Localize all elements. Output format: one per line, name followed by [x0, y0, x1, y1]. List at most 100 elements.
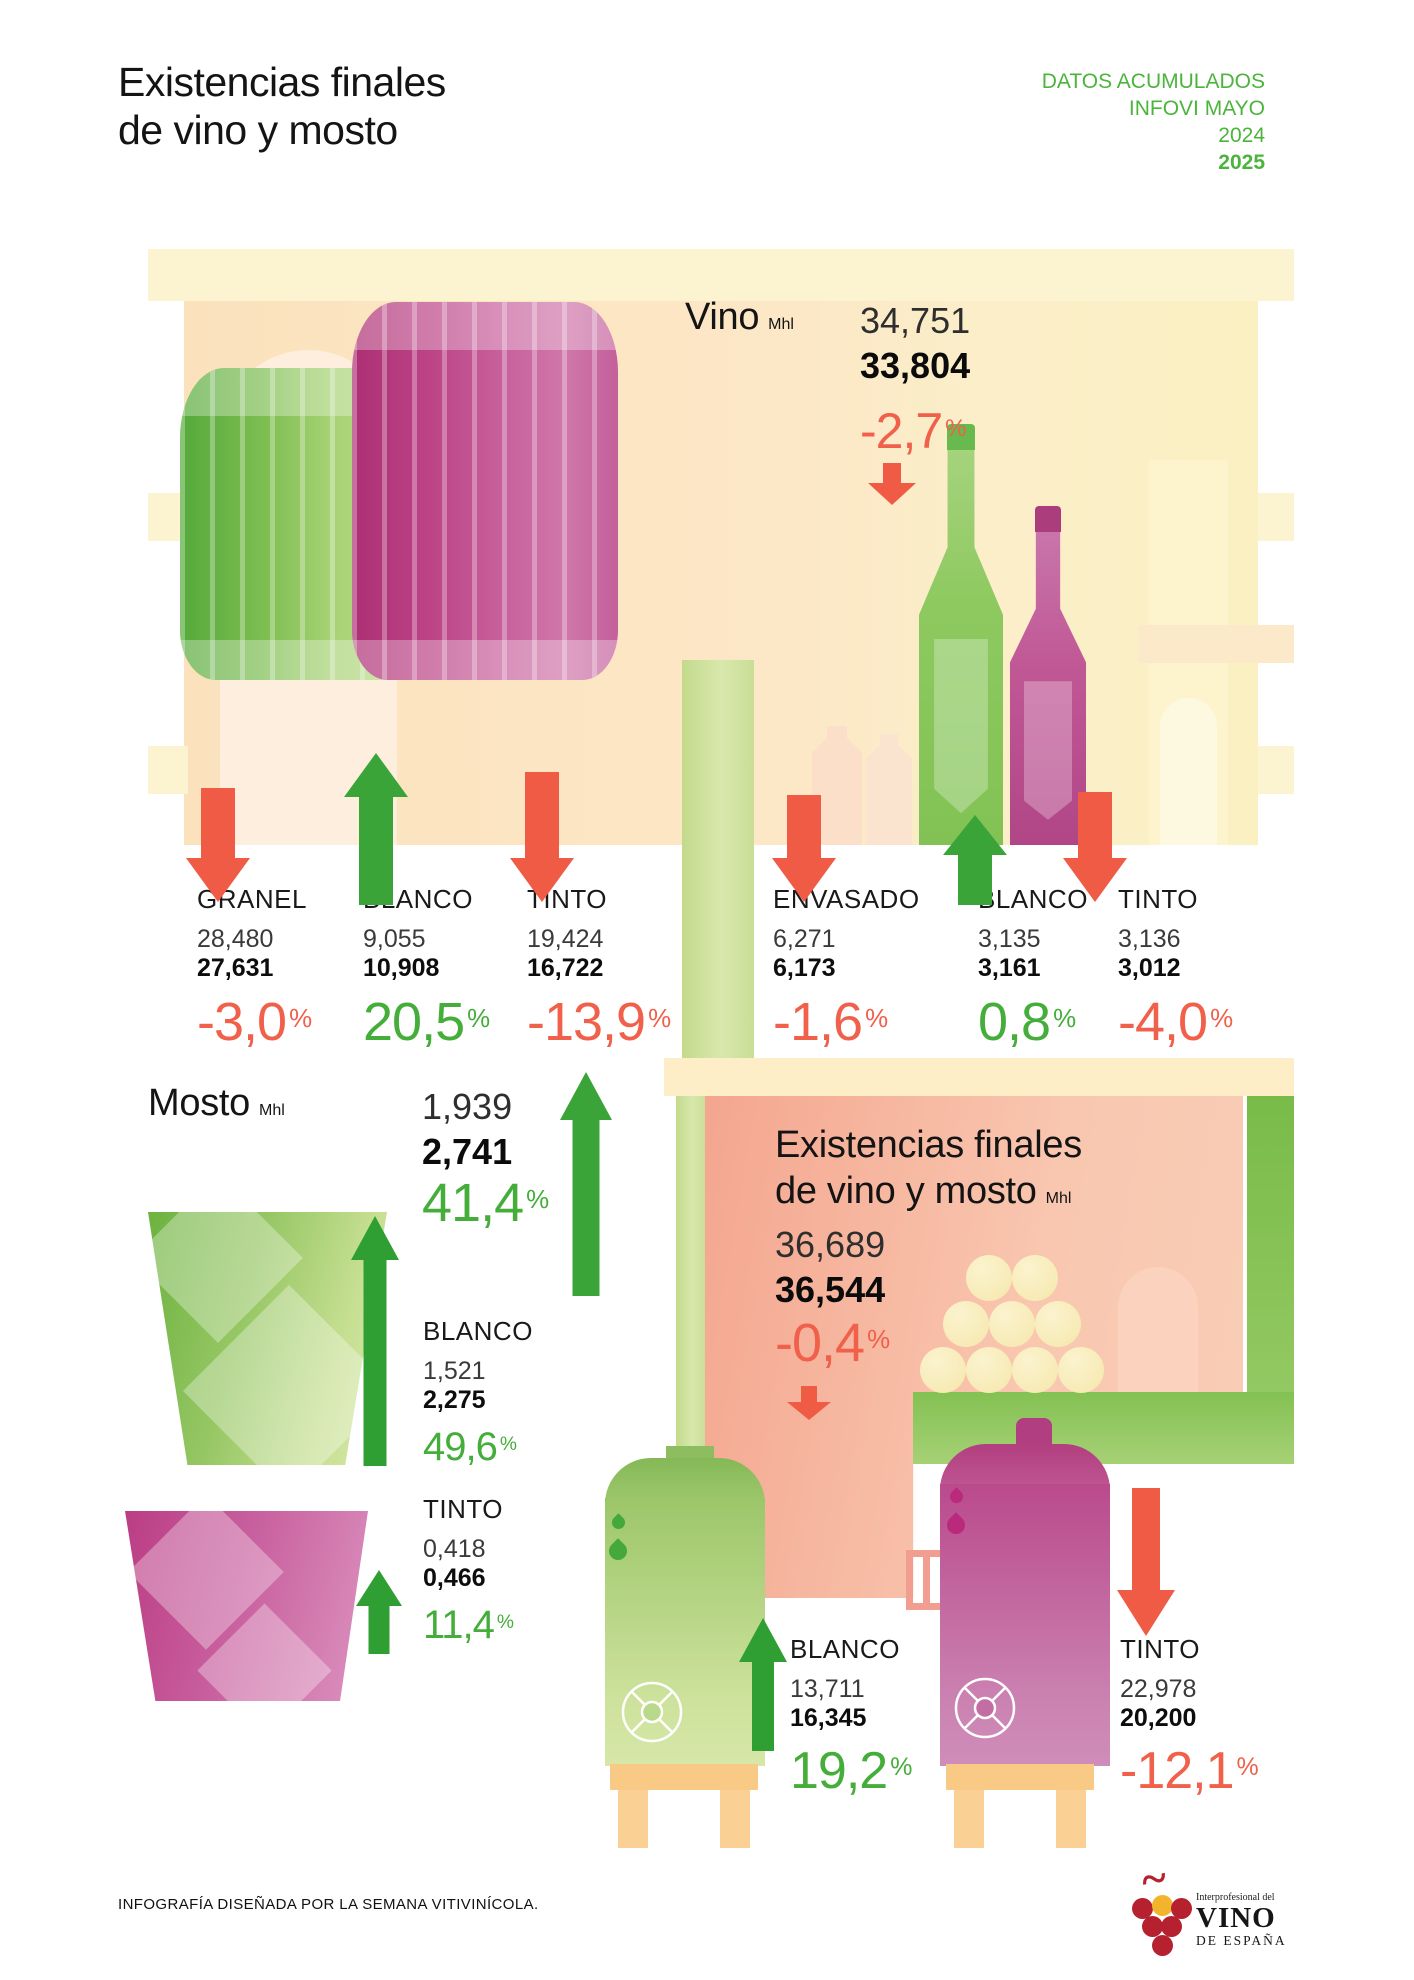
- stacked-barrel-circle: [1012, 1255, 1058, 1301]
- logo-subname: DE ESPAÑA: [1196, 1933, 1287, 1948]
- tank-leg: [610, 1764, 758, 1790]
- logo-tagline: Interprofesional del: [1196, 1892, 1275, 1903]
- total-values: 36,689 36,544: [775, 1222, 885, 1312]
- value-2025: 6,173: [773, 954, 836, 982]
- up-arrow-icon: [344, 753, 408, 905]
- percent-sign: %: [467, 1004, 491, 1033]
- category-envasado-tinto: TINTO 3,136 3,012 -4,0%: [1118, 884, 1233, 1049]
- meta-year-current: 2025: [1218, 151, 1265, 174]
- shelf-tab-left: [148, 746, 188, 794]
- valve-wheel-icon: [621, 1681, 683, 1743]
- percent-sign: %: [496, 1612, 514, 1634]
- cellar-top-shelf: [148, 249, 1294, 301]
- up-arrow-icon: [560, 1072, 612, 1296]
- value-2024: 3,136: [1118, 925, 1181, 953]
- stacked-barrel-circle: [1058, 1347, 1104, 1393]
- vino-de-espana-logo: ~ Interprofesional del VINO DE ESPAÑA: [1120, 1852, 1310, 1964]
- value-2025: 3,012: [1118, 954, 1181, 982]
- total-title-line2: de vino y mosto Mhl: [775, 1168, 1082, 1222]
- pct-value: 19,2: [790, 1742, 888, 1800]
- stacked-barrel-circle: [966, 1347, 1012, 1393]
- value-2024: 3,135: [978, 925, 1041, 953]
- grape-icon: [1152, 1895, 1173, 1916]
- tank-cap: [1016, 1418, 1052, 1446]
- cellar-arch-right: [1160, 698, 1217, 845]
- pct-value: 11,4: [423, 1603, 495, 1647]
- pipe-lower: [676, 1094, 706, 1474]
- percent-sign: %: [648, 1004, 672, 1033]
- total-pct-value: -0,4: [775, 1313, 865, 1373]
- barrel-hoop: [352, 302, 618, 350]
- ghost-bottle-icon: [866, 734, 912, 845]
- stacked-barrel-circle: [920, 1347, 966, 1393]
- mosto-category-tinto: TINTO 0,418 0,466 11,4%: [423, 1494, 514, 1645]
- category-label: BLANCO: [790, 1634, 900, 1664]
- value-2025: 2,275: [423, 1386, 486, 1414]
- logo-text: Interprofesional del VINO DE ESPAÑA: [1196, 1892, 1287, 1949]
- value-2025: 16,722: [527, 954, 604, 982]
- percent-sign: %: [526, 1185, 550, 1214]
- pipe-upper: [682, 660, 754, 1060]
- value-2025: 0,466: [423, 1564, 486, 1592]
- red-tank-dome: [940, 1444, 1110, 1490]
- value-2025: 10,908: [363, 954, 440, 982]
- percent-sign: %: [945, 414, 967, 442]
- percent-sign: %: [1053, 1004, 1077, 1033]
- percent-sign: %: [1210, 1004, 1234, 1033]
- value-2024: 1,521: [423, 1357, 486, 1385]
- value-2025: 20,200: [1120, 1704, 1197, 1732]
- value-2025: 3,161: [978, 954, 1041, 982]
- up-arrow-icon: [943, 815, 1007, 905]
- percent-sign: %: [289, 1004, 313, 1033]
- vino-values: 34,751 33,804: [860, 298, 970, 388]
- bottle-cap-icon: [1035, 506, 1061, 532]
- value-2024: 19,424: [527, 925, 604, 953]
- stacked-barrel-circle: [1012, 1347, 1058, 1393]
- logo-name: VINO: [1196, 1902, 1276, 1934]
- down-arrow-icon: [1063, 792, 1127, 902]
- mosto-category-blanco: BLANCO 1,521 2,275 49,6%: [423, 1316, 533, 1467]
- pct-value: 20,5: [363, 992, 465, 1052]
- meta-line1: DATOS ACUMULADOS: [1041, 70, 1265, 93]
- grape-icon: [1171, 1898, 1192, 1919]
- shelf-tab-right: [1258, 493, 1294, 541]
- shelf-tab-right: [1258, 746, 1294, 794]
- down-arrow-icon: [787, 1386, 831, 1420]
- category-label: BLANCO: [423, 1316, 533, 1346]
- dataset-meta: DATOS ACUMULADOS INFOVI MAYO 2024 2025: [865, 68, 1265, 176]
- value-2025: 27,631: [197, 954, 274, 982]
- vino-section-title: Vino Mhl: [685, 294, 794, 348]
- grape-icon: [1142, 1916, 1163, 1937]
- mosto-value-2025: 2,741: [422, 1131, 513, 1172]
- red-must-cup-icon: [125, 1511, 368, 1701]
- tank-leg: [618, 1790, 648, 1848]
- percent-sign: %: [890, 1753, 913, 1782]
- white-wine-tank-icon: [605, 1498, 765, 1766]
- vino-label: Vino: [685, 296, 760, 338]
- pct-value: -3,0: [197, 992, 287, 1052]
- bottle-label: [1023, 681, 1073, 820]
- cellar-shelf-right: [1138, 625, 1294, 663]
- pct-value: -4,0: [1118, 992, 1208, 1052]
- stacked-barrel-circle: [966, 1255, 1012, 1301]
- pct-value: -1,6: [773, 992, 863, 1052]
- category-granel: GRANEL 28,480 27,631 -3,0%: [197, 884, 312, 1049]
- red-wine-barrel-icon: [352, 302, 618, 680]
- red-wine-tank-icon: [940, 1484, 1110, 1766]
- category-label: TINTO: [1120, 1634, 1201, 1664]
- tank-blanco-stats: BLANCO 13,711 16,345 19,2%: [790, 1634, 912, 1797]
- grape-icon: [1152, 1935, 1173, 1956]
- total-value-2024: 36,689: [775, 1224, 886, 1265]
- down-arrow-icon: [868, 463, 916, 505]
- category-envasado-blanco: BLANCO 3,135 3,161 0,8%: [978, 884, 1088, 1049]
- total-value-2025: 36,544: [775, 1269, 886, 1310]
- value-2024: 0,418: [423, 1535, 486, 1563]
- meta-year-previous: 2024: [1218, 124, 1265, 147]
- white-must-cup-icon: [148, 1212, 387, 1465]
- grape-icon: [1161, 1916, 1182, 1937]
- vino-value-2025: 33,804: [860, 345, 971, 386]
- value-2024: 28,480: [197, 925, 274, 953]
- down-arrow-icon: [186, 788, 250, 902]
- panel-arch-door: [1118, 1267, 1198, 1392]
